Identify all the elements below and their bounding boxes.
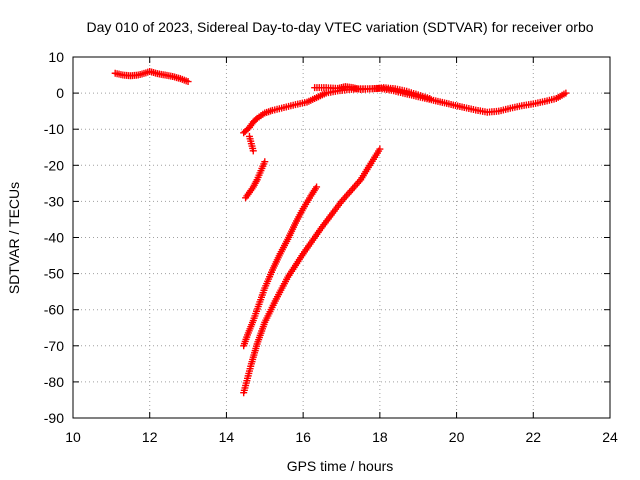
data-point [313,183,321,191]
data-point [562,89,570,97]
x-tick-label: 16 [295,429,311,445]
y-tick-label: -90 [44,410,64,426]
y-tick-label: -70 [44,338,64,354]
chart-title: Day 010 of 2023, Sidereal Day-to-day VTE… [86,19,593,35]
series-arc-1 [111,67,192,86]
x-tick-label: 24 [602,429,618,445]
series-arc-5 [242,158,269,202]
y-tick-label: -80 [44,374,64,390]
x-ticks: 10 12 14 16 18 20 22 24 [65,57,618,445]
x-tick-label: 10 [65,429,81,445]
x-axis-label: GPS time / hours [287,458,394,474]
y-tick-label: -60 [44,302,64,318]
data-point [249,147,257,155]
y-tick-label: 0 [56,85,64,101]
x-tick-label: 12 [142,429,158,445]
x-tick-label: 14 [219,429,235,445]
y-axis-label: SDTVAR / TECUs [6,182,22,294]
y-tick-label: -50 [44,266,64,282]
y-tick-label: -20 [44,157,64,173]
series-arc-6 [240,183,321,350]
y-tick-label: -40 [44,230,64,246]
x-tick-label: 18 [372,429,388,445]
data-point [184,78,192,86]
series-arc-7 [240,145,384,397]
y-tick-label: -30 [44,193,64,209]
y-tick-label: 10 [48,49,64,65]
series-arc-4 [245,132,257,155]
data-point [376,145,384,153]
y-ticks: 10 0 -10 -20 -30 -40 -50 -60 -70 -80 -90 [44,49,610,426]
x-tick-label: 20 [449,429,465,445]
data-point [261,158,269,166]
y-tick-label: -10 [44,121,64,137]
gridlines [73,57,610,418]
x-tick-label: 22 [525,429,541,445]
data-series [111,67,570,397]
data-point [426,95,434,103]
series-arc-3 [311,83,434,103]
